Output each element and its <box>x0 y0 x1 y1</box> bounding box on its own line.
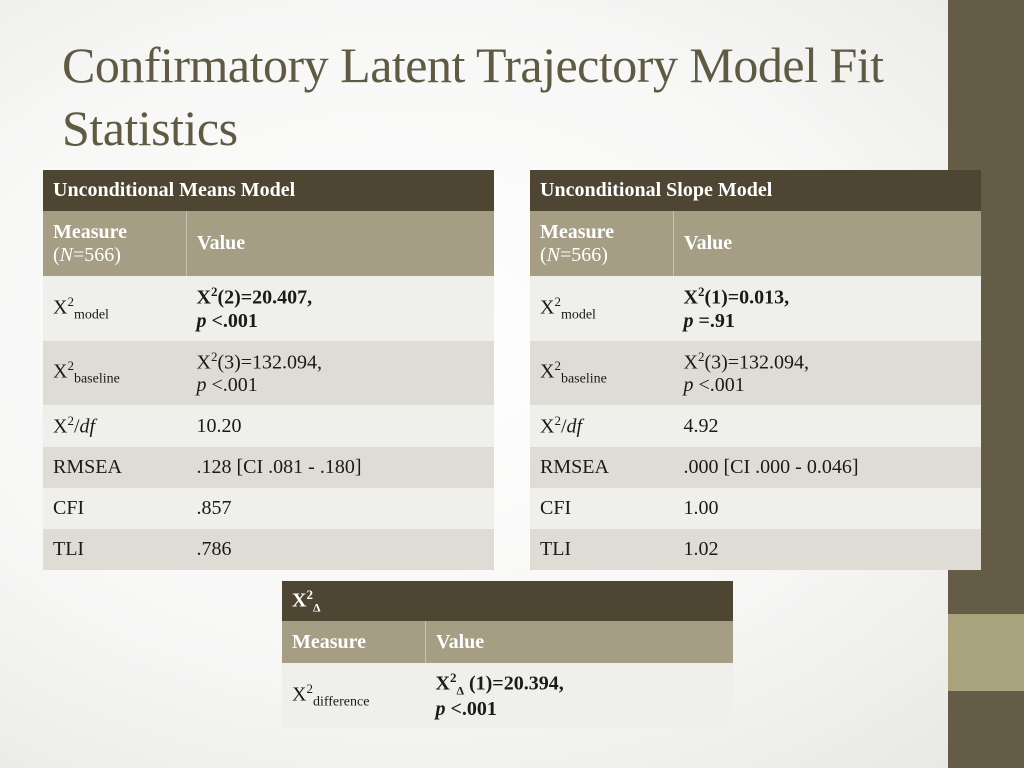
row-label: X2/df <box>530 405 674 447</box>
table-row: X2baseline X2(3)=132.094, p <.001 <box>530 341 981 405</box>
row-value: .000 [CI .000 - 0.046] <box>673 447 981 488</box>
unconditional-slope-table: Unconditional Slope Model Measure (N=566… <box>530 170 981 570</box>
row-label: TLI <box>43 529 187 570</box>
row-label: X2baseline <box>43 341 187 405</box>
table-row: RMSEA .128 [CI .081 - .180] <box>43 447 494 488</box>
row-value: .128 [CI .081 - .180] <box>186 447 494 488</box>
value-column-header: Value <box>673 211 981 276</box>
row-label: CFI <box>43 488 187 529</box>
row-value: 10.20 <box>186 405 494 447</box>
row-label: X2/df <box>43 405 187 447</box>
side-accent-block <box>948 614 1024 691</box>
row-label: X2model <box>530 276 674 341</box>
value-column-header: Value <box>186 211 494 276</box>
table-row: RMSEA .000 [CI .000 - 0.046] <box>530 447 981 488</box>
row-value: .786 <box>186 529 494 570</box>
row-label: RMSEA <box>530 447 674 488</box>
measure-column-header: Measure <box>282 621 426 663</box>
row-value: 1.02 <box>673 529 981 570</box>
table-header: X2Δ <box>282 581 733 621</box>
row-label: X2model <box>43 276 187 341</box>
table-row: CFI .857 <box>43 488 494 529</box>
row-label: TLI <box>530 529 674 570</box>
measure-column-header: Measure (N=566) <box>43 211 187 276</box>
row-label: CFI <box>530 488 674 529</box>
table-header: Unconditional Slope Model <box>530 170 981 211</box>
table-row: X2difference X2Δ (1)=20.394, p <.001 <box>282 663 733 728</box>
table-row: X2/df 4.92 <box>530 405 981 447</box>
measure-column-header: Measure (N=566) <box>530 211 674 276</box>
row-value: X2(1)=0.013, p =.91 <box>673 276 981 341</box>
table-row: X2/df 10.20 <box>43 405 494 447</box>
slide-title: Confirmatory Latent Trajectory Model Fit… <box>62 37 884 156</box>
row-value: .857 <box>186 488 494 529</box>
value-column-header: Value <box>425 621 733 663</box>
row-label: X2difference <box>282 663 426 728</box>
table-row: X2baseline X2(3)=132.094, p <.001 <box>43 341 494 405</box>
unconditional-means-table: Unconditional Means Model Measure (N=566… <box>43 170 494 570</box>
row-value: 1.00 <box>673 488 981 529</box>
table-row: TLI 1.02 <box>530 529 981 570</box>
row-value: X2(3)=132.094, p <.001 <box>186 341 494 405</box>
table-row: X2model X2(1)=0.013, p =.91 <box>530 276 981 341</box>
row-label: X2baseline <box>530 341 674 405</box>
row-label: RMSEA <box>43 447 187 488</box>
table-header: Unconditional Means Model <box>43 170 494 211</box>
row-value: X2Δ (1)=20.394, p <.001 <box>425 663 733 728</box>
row-value: X2(3)=132.094, p <.001 <box>673 341 981 405</box>
table-row: CFI 1.00 <box>530 488 981 529</box>
row-value: X2(2)=20.407, p <.001 <box>186 276 494 341</box>
chi-square-difference-table: X2Δ Measure Value X2difference X2Δ (1)=2… <box>282 581 733 728</box>
table-row: TLI .786 <box>43 529 494 570</box>
table-row: X2model X2(2)=20.407, p <.001 <box>43 276 494 341</box>
row-value: 4.92 <box>673 405 981 447</box>
